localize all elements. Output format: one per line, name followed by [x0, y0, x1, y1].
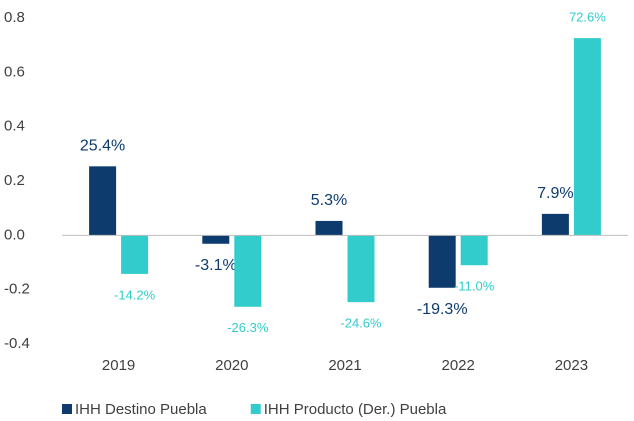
data-label: 5.3%	[311, 192, 347, 209]
y-tick-label: 0.6	[4, 63, 25, 80]
bar	[541, 213, 569, 236]
x-tick-label: 2023	[555, 357, 588, 374]
data-label: 7.9%	[537, 185, 573, 202]
y-tick-label: -0.4	[4, 335, 30, 352]
data-label: -24.6%	[340, 316, 382, 331]
legend-label: IHH Producto (Der.) Puebla	[264, 401, 447, 418]
data-label: -19.3%	[417, 301, 468, 318]
data-label: -3.1%	[195, 257, 237, 274]
y-tick-label: 0.0	[4, 226, 25, 243]
legend-swatch	[250, 404, 261, 414]
bar	[428, 235, 456, 288]
data-label: -14.2%	[114, 287, 156, 302]
data-label: 25.4%	[80, 138, 125, 155]
legend-swatch	[62, 404, 72, 414]
bar	[202, 235, 230, 244]
bar	[573, 38, 601, 236]
x-tick-label: 2022	[442, 357, 475, 374]
data-label: 72.6%	[569, 10, 606, 25]
y-tick-label: 0.8	[4, 9, 25, 26]
y-tick-label: 0.4	[4, 118, 25, 135]
data-label: -26.3%	[227, 320, 269, 335]
data-label: -11.0%	[454, 279, 495, 294]
bar	[315, 220, 343, 236]
x-tick-label: 2021	[328, 357, 361, 374]
bar	[347, 235, 375, 303]
bar	[121, 235, 149, 274]
x-tick-label: 2020	[215, 357, 248, 374]
y-tick-label: -0.2	[4, 281, 30, 298]
legend-label: IHH Destino Puebla	[75, 401, 207, 418]
bar	[460, 235, 488, 266]
bar	[234, 235, 262, 307]
y-tick-label: 0.2	[4, 172, 25, 189]
x-tick-label: 2019	[102, 357, 135, 374]
bar	[89, 166, 117, 236]
